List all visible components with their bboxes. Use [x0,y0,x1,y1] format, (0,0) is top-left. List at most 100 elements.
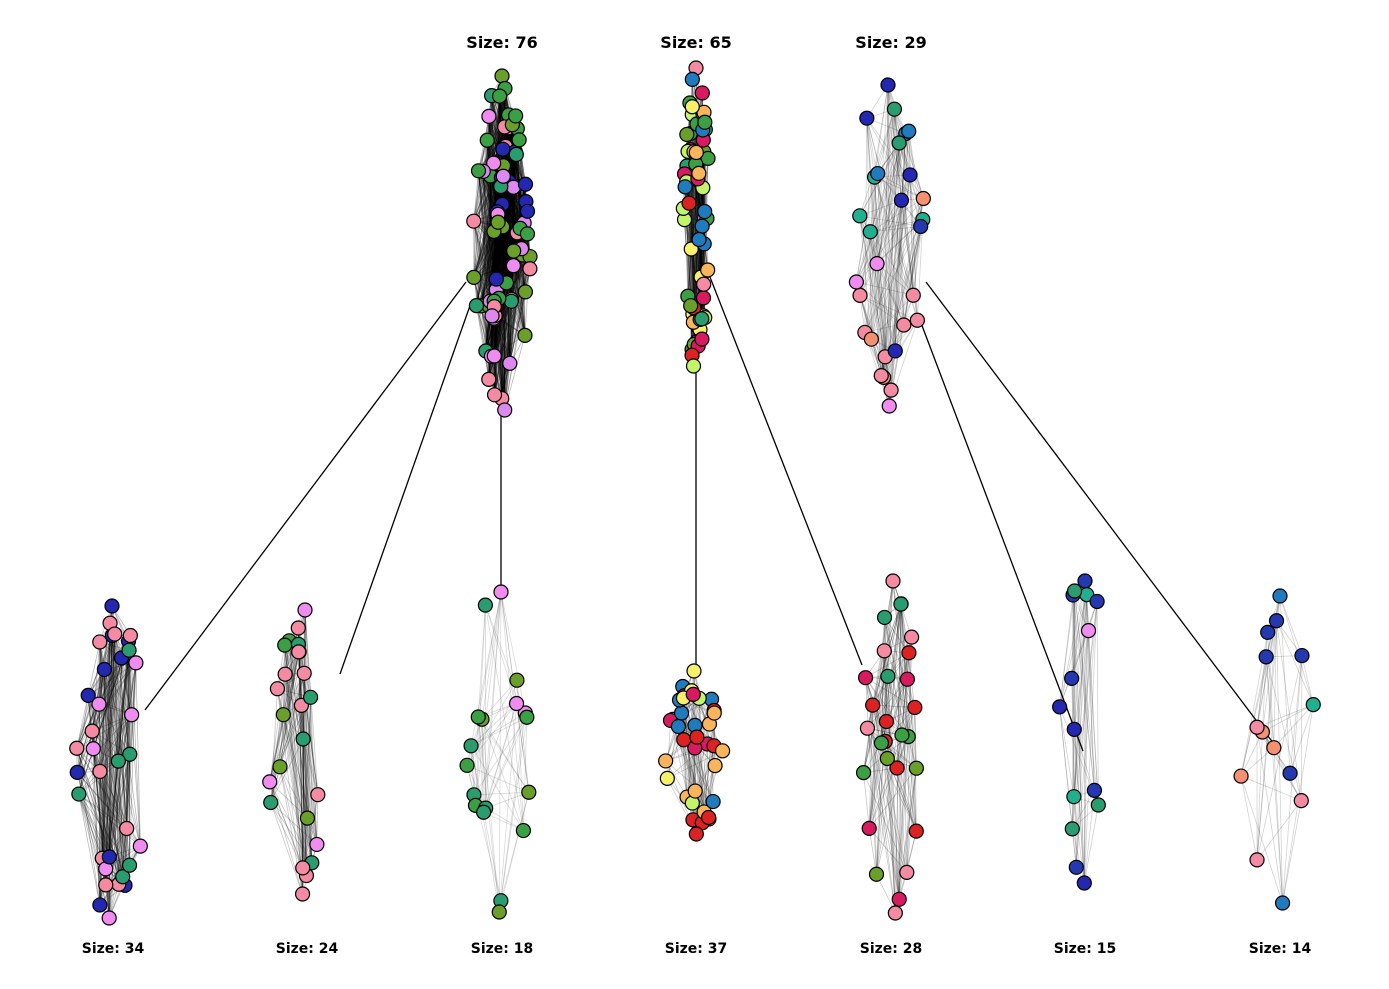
edge [304,609,318,845]
edge [859,215,878,264]
edge [1074,590,1095,791]
edge [131,714,141,847]
edge [883,142,900,378]
edge [1256,800,1302,861]
link-t1-b2 [339,299,473,675]
edge [866,118,914,296]
edge [473,250,514,278]
edge [76,714,132,773]
node [848,274,864,290]
edge [1256,704,1314,728]
edge [868,767,917,829]
edge [135,662,141,847]
edge [509,187,514,364]
edge [500,591,530,793]
edge [490,175,492,357]
node [896,317,912,333]
edge [112,635,128,829]
edge [1240,620,1277,777]
node [902,167,918,183]
edge [1073,580,1086,730]
edge [1273,747,1283,904]
edge [485,712,526,809]
edge [488,299,512,380]
edge [692,694,697,835]
edge [866,117,924,199]
edge [108,658,122,919]
edge [1071,594,1088,679]
node [1305,697,1321,713]
edge [282,673,305,715]
edge [475,605,486,806]
edge [884,617,916,708]
node [484,308,500,324]
edge [1256,620,1277,728]
edge [91,731,101,905]
edge [905,133,924,199]
edge [1072,595,1075,730]
node [277,637,293,653]
node [1249,719,1265,735]
edge [491,95,503,399]
node [508,108,524,124]
node [91,696,107,712]
edge [288,640,304,740]
edge [501,301,512,399]
node [1282,765,1298,781]
edge [1072,595,1095,791]
node [269,681,286,697]
node [1080,623,1097,639]
edge [87,695,94,749]
edge [865,677,903,736]
node [517,327,533,343]
node [509,672,525,688]
edge [1289,655,1303,774]
edge [872,705,877,875]
node [891,135,907,151]
edge [1074,591,1085,884]
edge [884,741,900,900]
node [876,609,893,626]
edge [298,644,304,868]
node [290,620,306,636]
edge [863,705,874,773]
edge [117,761,124,877]
edge [302,794,319,868]
edge [877,173,885,378]
node [263,794,279,811]
edge [473,88,506,222]
edge [916,219,924,321]
edge [894,109,902,201]
edge [491,291,526,357]
edge [279,609,306,767]
node [521,784,537,800]
edge [886,679,908,722]
edge [681,712,714,802]
edge [111,605,128,829]
edge [876,736,909,875]
edge [126,635,131,829]
node [497,402,513,418]
node [684,71,700,87]
edge [868,828,877,875]
edge [1071,591,1075,679]
node [1068,859,1084,875]
edge [485,299,512,352]
node [908,823,924,839]
edge [477,591,502,718]
node [694,331,710,347]
node [272,759,288,775]
edge [1256,727,1283,904]
edge [501,204,506,411]
edge [1059,706,1077,868]
edge [269,781,313,863]
edge [99,641,107,885]
edge [485,703,517,809]
edge [859,200,902,296]
node [904,629,920,645]
node [883,382,899,398]
edge [78,793,101,906]
edge [703,765,716,813]
edge [509,291,526,364]
node [880,668,896,684]
